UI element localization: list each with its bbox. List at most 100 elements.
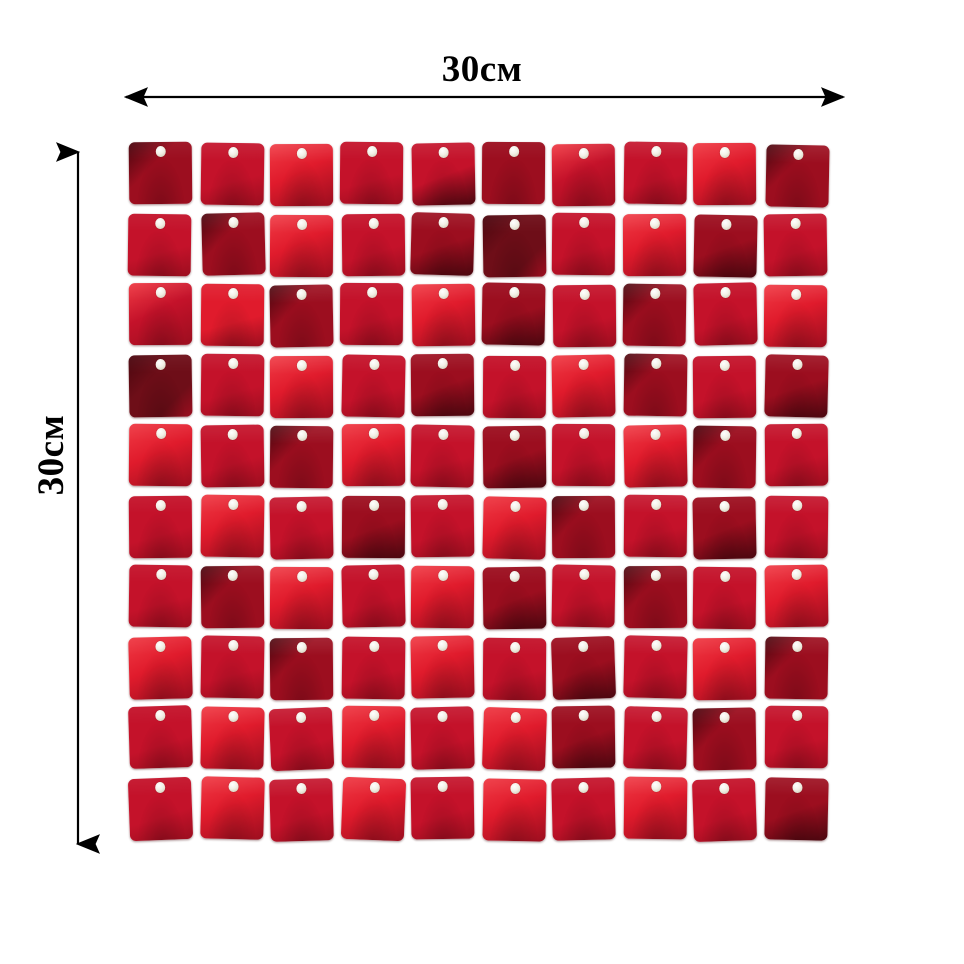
sequin-pin-icon bbox=[719, 429, 730, 442]
sequin-pin-icon bbox=[295, 782, 307, 794]
sequin-pin-icon bbox=[718, 782, 729, 794]
sequin-pin-icon bbox=[791, 709, 802, 722]
sequin-pin-icon bbox=[719, 359, 730, 371]
sequin-pin-icon bbox=[155, 568, 166, 581]
sequin-tile bbox=[200, 283, 264, 347]
sequin-tile bbox=[199, 634, 265, 699]
sequin-pin-icon bbox=[508, 218, 519, 230]
sequin-pin-icon bbox=[368, 358, 379, 370]
sequin-tile bbox=[269, 777, 334, 842]
sequin-pin-icon bbox=[437, 428, 449, 441]
sequin-pin-icon bbox=[296, 359, 307, 371]
sequin-pin-icon bbox=[227, 287, 238, 300]
sequin-pin-icon bbox=[719, 146, 730, 159]
sequin-tile bbox=[551, 705, 616, 769]
sequin-tile bbox=[199, 775, 265, 840]
sequin-tile bbox=[551, 564, 616, 628]
sequin-tile bbox=[764, 495, 828, 558]
sequin-tile bbox=[341, 705, 405, 769]
sequin-tile bbox=[623, 776, 687, 839]
sequin-pin-icon bbox=[792, 148, 803, 161]
sequin-tile bbox=[200, 142, 264, 206]
sequin-tile bbox=[340, 353, 406, 418]
sequin-tile bbox=[481, 141, 545, 205]
sequin-pin-icon bbox=[227, 639, 238, 651]
sequin-tile bbox=[269, 566, 334, 630]
sequin-tile bbox=[622, 424, 688, 488]
sequin-tile bbox=[692, 355, 757, 418]
sequin-tile bbox=[410, 424, 475, 488]
sequin-tile bbox=[692, 707, 757, 771]
sequin-pin-icon bbox=[367, 427, 378, 440]
sequin-tile bbox=[269, 143, 334, 207]
sequin-tile bbox=[551, 776, 616, 841]
sequin-pin-icon bbox=[648, 217, 659, 229]
sequin-tile bbox=[411, 142, 476, 206]
sequin-pin-icon bbox=[155, 358, 166, 370]
sequin-panel bbox=[127, 141, 839, 842]
sequin-pin-icon bbox=[649, 428, 660, 441]
sequin-pin-icon bbox=[791, 781, 802, 793]
sequin-tile bbox=[128, 705, 193, 769]
sequin-pin-icon bbox=[227, 357, 238, 369]
sequin-tile bbox=[623, 141, 687, 205]
sequin-tile bbox=[551, 423, 616, 487]
sequin-pin-icon bbox=[579, 288, 590, 301]
sequin-tile bbox=[764, 564, 828, 628]
sequin-pin-icon bbox=[437, 357, 448, 369]
sequin-pin-icon bbox=[508, 286, 519, 299]
sequin-pin-icon bbox=[295, 711, 306, 724]
sequin-pin-icon bbox=[791, 358, 802, 370]
height-dimension-arrow bbox=[56, 142, 100, 854]
sequin-tile bbox=[551, 143, 616, 207]
sequin-pin-icon bbox=[509, 641, 520, 653]
sequin-tile bbox=[269, 495, 334, 560]
sequin-tile bbox=[410, 634, 475, 699]
sequin-tile bbox=[269, 637, 334, 700]
sequin-pin-icon bbox=[368, 499, 379, 511]
sequin-pin-icon bbox=[436, 710, 448, 723]
sequin-tile bbox=[692, 495, 757, 560]
sequin-pin-icon bbox=[437, 780, 448, 792]
sequin-tile bbox=[622, 706, 688, 770]
sequin-tile bbox=[763, 284, 827, 348]
sequin-tile bbox=[693, 213, 758, 278]
sequin-pin-icon bbox=[650, 498, 661, 510]
sequin-pin-icon bbox=[438, 287, 449, 300]
sequin-tile bbox=[128, 495, 193, 558]
sequin-pin-icon bbox=[508, 429, 519, 442]
sequin-pin-icon bbox=[226, 428, 237, 441]
sequin-pin-icon bbox=[437, 569, 448, 582]
sequin-tile bbox=[339, 141, 403, 205]
sequin-pin-icon bbox=[508, 145, 519, 158]
sequin-pin-icon bbox=[154, 709, 165, 722]
sequin-tile bbox=[128, 423, 193, 487]
sequin-pin-icon bbox=[578, 709, 589, 722]
sequin-pin-icon bbox=[438, 146, 449, 159]
sequin-tile bbox=[764, 636, 828, 699]
sequin-tile bbox=[269, 425, 334, 489]
sequin-pin-icon bbox=[790, 427, 801, 440]
sequin-pin-icon bbox=[154, 217, 165, 229]
sequin-pin-icon bbox=[437, 498, 448, 510]
sequin-pin-icon bbox=[509, 711, 520, 724]
sequin-pin-icon bbox=[789, 217, 800, 229]
sequin-pin-icon bbox=[650, 357, 661, 369]
sequin-tile bbox=[200, 494, 264, 557]
sequin-pin-icon bbox=[790, 568, 801, 581]
sequin-pin-icon bbox=[650, 710, 661, 723]
sequin-pin-icon bbox=[368, 640, 379, 652]
sequin-pin-icon bbox=[720, 218, 732, 230]
sequin-tile bbox=[200, 353, 264, 416]
sequin-tile bbox=[481, 706, 547, 772]
sequin-pin-icon bbox=[296, 429, 307, 442]
sequin-tile bbox=[551, 495, 616, 558]
sequin-pin-icon bbox=[578, 216, 589, 228]
sequin-pin-icon bbox=[578, 147, 589, 160]
sequin-tile bbox=[693, 282, 758, 346]
sequin-tile bbox=[128, 564, 193, 628]
sequin-tile bbox=[269, 284, 334, 348]
sequin-tile bbox=[551, 353, 616, 418]
sequin-pin-icon bbox=[578, 499, 589, 511]
sequin-tile bbox=[127, 776, 194, 841]
